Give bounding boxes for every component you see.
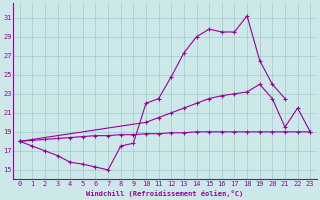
X-axis label: Windchill (Refroidissement éolien,°C): Windchill (Refroidissement éolien,°C) [86, 190, 244, 197]
